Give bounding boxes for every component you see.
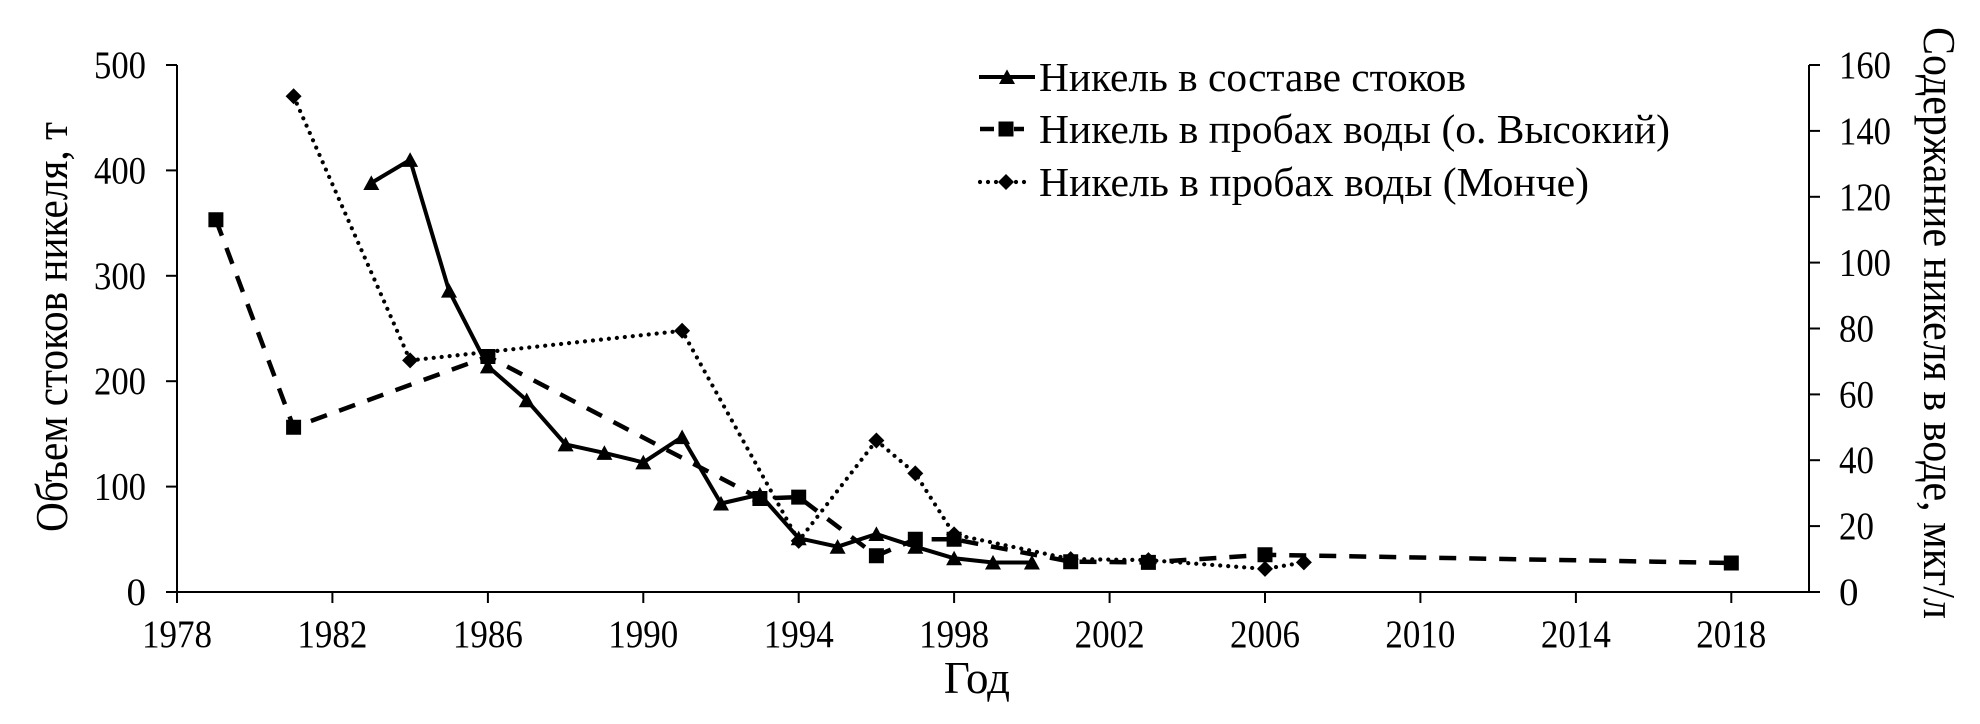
svg-text:300: 300 [94, 255, 146, 298]
svg-text:Никель в пробах воды (о. Высок: Никель в пробах воды (о. Высокий) [1039, 106, 1670, 153]
svg-text:100: 100 [94, 466, 146, 509]
svg-text:140: 140 [1839, 110, 1891, 153]
svg-text:1990: 1990 [608, 613, 678, 656]
svg-text:120: 120 [1839, 176, 1891, 219]
svg-text:2010: 2010 [1385, 613, 1455, 656]
svg-text:1978: 1978 [142, 613, 212, 656]
svg-text:Содержание никеля в воде, мкг/: Содержание никеля в воде, мкг/л [1914, 27, 1964, 619]
svg-text:1998: 1998 [919, 613, 989, 656]
svg-text:Объем стоков никеля, т: Объем стоков никеля, т [27, 122, 77, 532]
svg-text:2018: 2018 [1696, 613, 1766, 656]
svg-text:80: 80 [1839, 308, 1874, 351]
svg-text:0: 0 [1839, 571, 1859, 614]
svg-text:0: 0 [127, 571, 147, 614]
svg-text:1994: 1994 [764, 613, 834, 656]
svg-text:160: 160 [1839, 44, 1891, 87]
svg-text:200: 200 [94, 360, 146, 403]
svg-text:60: 60 [1839, 373, 1874, 416]
svg-text:20: 20 [1839, 505, 1874, 548]
svg-text:1986: 1986 [453, 613, 523, 656]
svg-text:2002: 2002 [1075, 613, 1145, 656]
svg-text:500: 500 [94, 44, 146, 87]
svg-text:1982: 1982 [297, 613, 367, 656]
svg-text:2006: 2006 [1230, 613, 1300, 656]
svg-text:Год: Год [944, 653, 1010, 703]
svg-text:Никель в составе стоков: Никель в составе стоков [1039, 54, 1466, 100]
svg-text:Никель в пробах воды (Монче): Никель в пробах воды (Монче) [1039, 159, 1589, 206]
svg-text:40: 40 [1839, 439, 1874, 482]
svg-text:2014: 2014 [1541, 613, 1611, 656]
svg-text:400: 400 [94, 149, 146, 192]
svg-text:100: 100 [1839, 242, 1891, 285]
